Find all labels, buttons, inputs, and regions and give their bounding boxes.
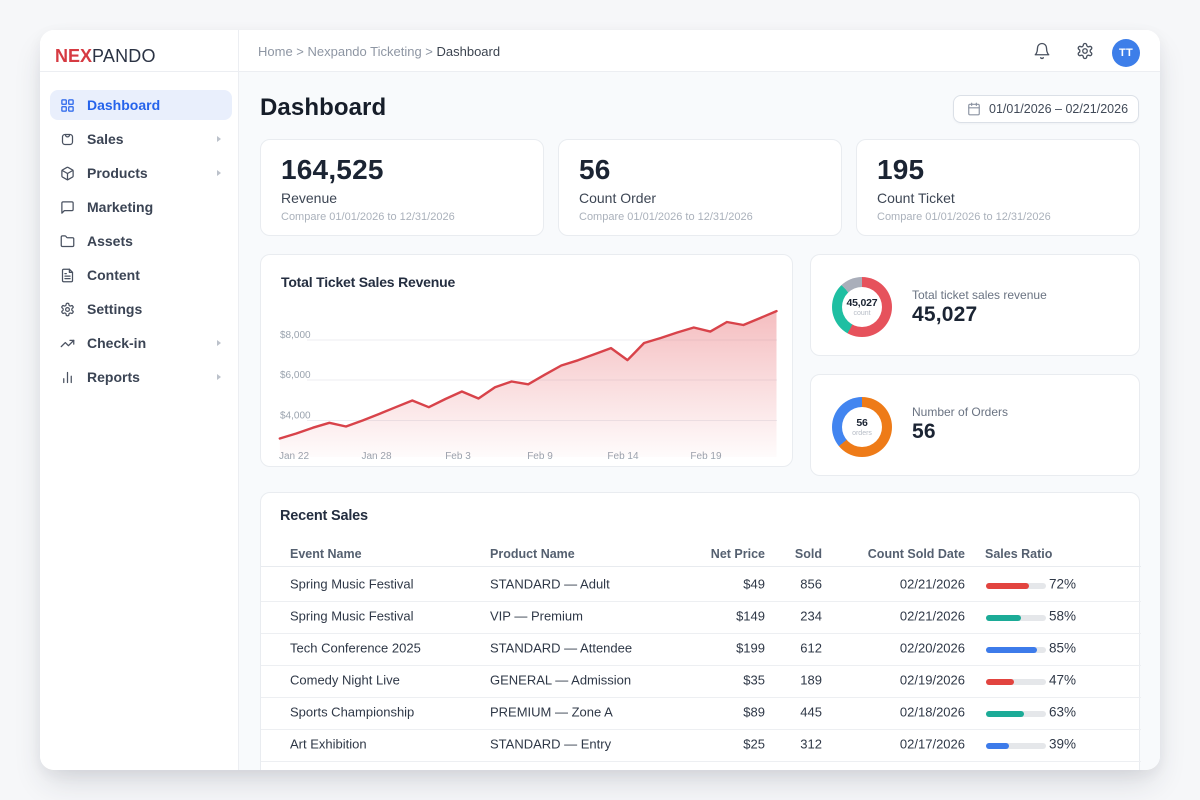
svg-text:$8,000: $8,000 (280, 330, 311, 341)
svg-text:$4,000: $4,000 (280, 411, 311, 422)
svg-text:$6,000: $6,000 (280, 370, 311, 381)
